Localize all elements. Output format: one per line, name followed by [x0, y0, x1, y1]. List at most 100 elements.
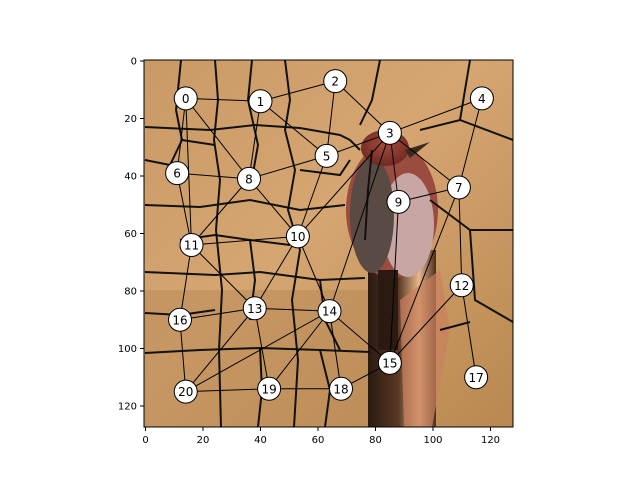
graph-node-14: 14 — [317, 299, 342, 324]
x-axis-ticks: 0 20 40 60 80 100 120 — [142, 427, 500, 446]
graph-edge-14-15 — [329, 310, 391, 364]
node-label: 11 — [184, 239, 199, 253]
boundary-line — [144, 123, 351, 141]
graph-edge-8-10 — [248, 178, 299, 237]
node-label: 18 — [333, 382, 348, 396]
graph-node-10: 10 — [285, 224, 310, 249]
graph-edge-1-2 — [260, 80, 336, 102]
graph-edge-1-5 — [260, 100, 327, 157]
node-circle — [323, 69, 348, 94]
graph-node-8: 8 — [237, 166, 261, 191]
graph-edge-10-11 — [191, 235, 298, 246]
node-label: 15 — [382, 356, 397, 370]
node-circle — [377, 350, 402, 375]
graph-node-7: 7 — [446, 175, 471, 200]
boundary-line — [349, 139, 361, 151]
graph-node-2: 2 — [323, 69, 348, 94]
graph-edge-6-8 — [177, 172, 250, 180]
graph-node-5: 5 — [314, 143, 339, 168]
boundary-line — [459, 60, 471, 121]
graph-edge-10-13 — [254, 236, 299, 309]
graph-edge-3-14 — [329, 132, 391, 312]
y-tick-label: 120 — [118, 402, 137, 413]
boundary-line — [144, 198, 346, 212]
x-tick-label: 60 — [312, 435, 325, 446]
graph-edge-13-16 — [179, 307, 255, 321]
x-tick-label: 20 — [197, 435, 210, 446]
graph-node-0: 0 — [173, 86, 198, 111]
y-tick-label: 60 — [124, 229, 137, 240]
graph-edge-3-4 — [389, 97, 483, 134]
node-circle — [377, 120, 402, 145]
graph-edge-11-13 — [191, 244, 256, 309]
graph-node-16: 16 — [168, 307, 192, 332]
graph-node-19: 19 — [257, 376, 282, 401]
node-label: 19 — [261, 382, 276, 396]
boundary-line — [212, 60, 224, 427]
graph-edge-14-20 — [185, 310, 330, 393]
graph-edge-10-14 — [297, 236, 330, 312]
y-axis-ticks: 0 20 40 60 80 100 120 — [118, 57, 144, 413]
graph-edge-4-7 — [458, 98, 483, 188]
boundary-line — [283, 60, 302, 427]
node-label: 3 — [386, 126, 394, 140]
node-circle — [314, 143, 339, 168]
graph-edge-0-8 — [185, 98, 250, 180]
node-circle — [165, 161, 190, 186]
graph-edge-3-7 — [389, 132, 460, 188]
graph-edge-7-12 — [458, 187, 463, 286]
graph-edge-0-1 — [185, 97, 261, 102]
graph-edge-11-16 — [179, 244, 192, 320]
boundary-line — [364, 149, 373, 241]
superpixel-boundaries — [144, 60, 513, 427]
node-circle — [173, 379, 198, 404]
node-circle — [317, 299, 342, 324]
graph-edge-5-8 — [248, 155, 327, 180]
node-label: 6 — [173, 167, 181, 181]
y-tick-label: 0 — [131, 57, 137, 68]
node-label: 13 — [247, 302, 262, 316]
boundary-line — [299, 159, 351, 177]
node-circle — [329, 376, 353, 401]
node-label: 7 — [455, 181, 463, 195]
node-circle — [237, 166, 261, 191]
graph-node-18: 18 — [329, 376, 353, 401]
node-circle — [446, 175, 471, 200]
graph-edge-0-6 — [176, 98, 187, 174]
node-circle — [464, 365, 489, 390]
graph-node-1: 1 — [248, 89, 273, 114]
x-tick-label: 100 — [423, 435, 442, 446]
boundary-line — [469, 229, 513, 323]
graph-node-9: 9 — [386, 189, 411, 214]
y-tick-label: 100 — [118, 344, 137, 355]
boundary-line — [246, 60, 260, 191]
graph-edge-13-20 — [185, 307, 256, 392]
boundary-line — [439, 321, 471, 331]
node-label: 5 — [323, 149, 331, 163]
x-tick-label: 40 — [254, 435, 267, 446]
y-tick-label: 40 — [124, 172, 137, 183]
node-circle — [248, 89, 273, 114]
axes-frame — [143, 59, 514, 428]
graph-edge-2-5 — [326, 81, 336, 156]
graph-node-20: 20 — [173, 379, 198, 404]
node-label: 12 — [454, 279, 469, 293]
node-label: 17 — [468, 371, 483, 385]
graph-edge-12-15 — [389, 284, 463, 364]
node-circle — [386, 189, 411, 214]
node-label: 16 — [172, 313, 187, 327]
graph-edge-12-17 — [461, 285, 477, 378]
node-circle — [179, 233, 204, 257]
graph-edge-9-15 — [389, 201, 399, 363]
graph-edge-2-3 — [334, 80, 391, 134]
graph-edge-1-8 — [248, 101, 261, 179]
graph-edge-7-15 — [389, 187, 460, 364]
graph-edge-5-10 — [297, 155, 328, 237]
node-label: 9 — [395, 195, 403, 209]
node-circle — [242, 296, 267, 321]
graph-node-13: 13 — [242, 296, 267, 321]
boundary-line — [144, 270, 366, 282]
graph-edge-8-11 — [191, 178, 250, 246]
